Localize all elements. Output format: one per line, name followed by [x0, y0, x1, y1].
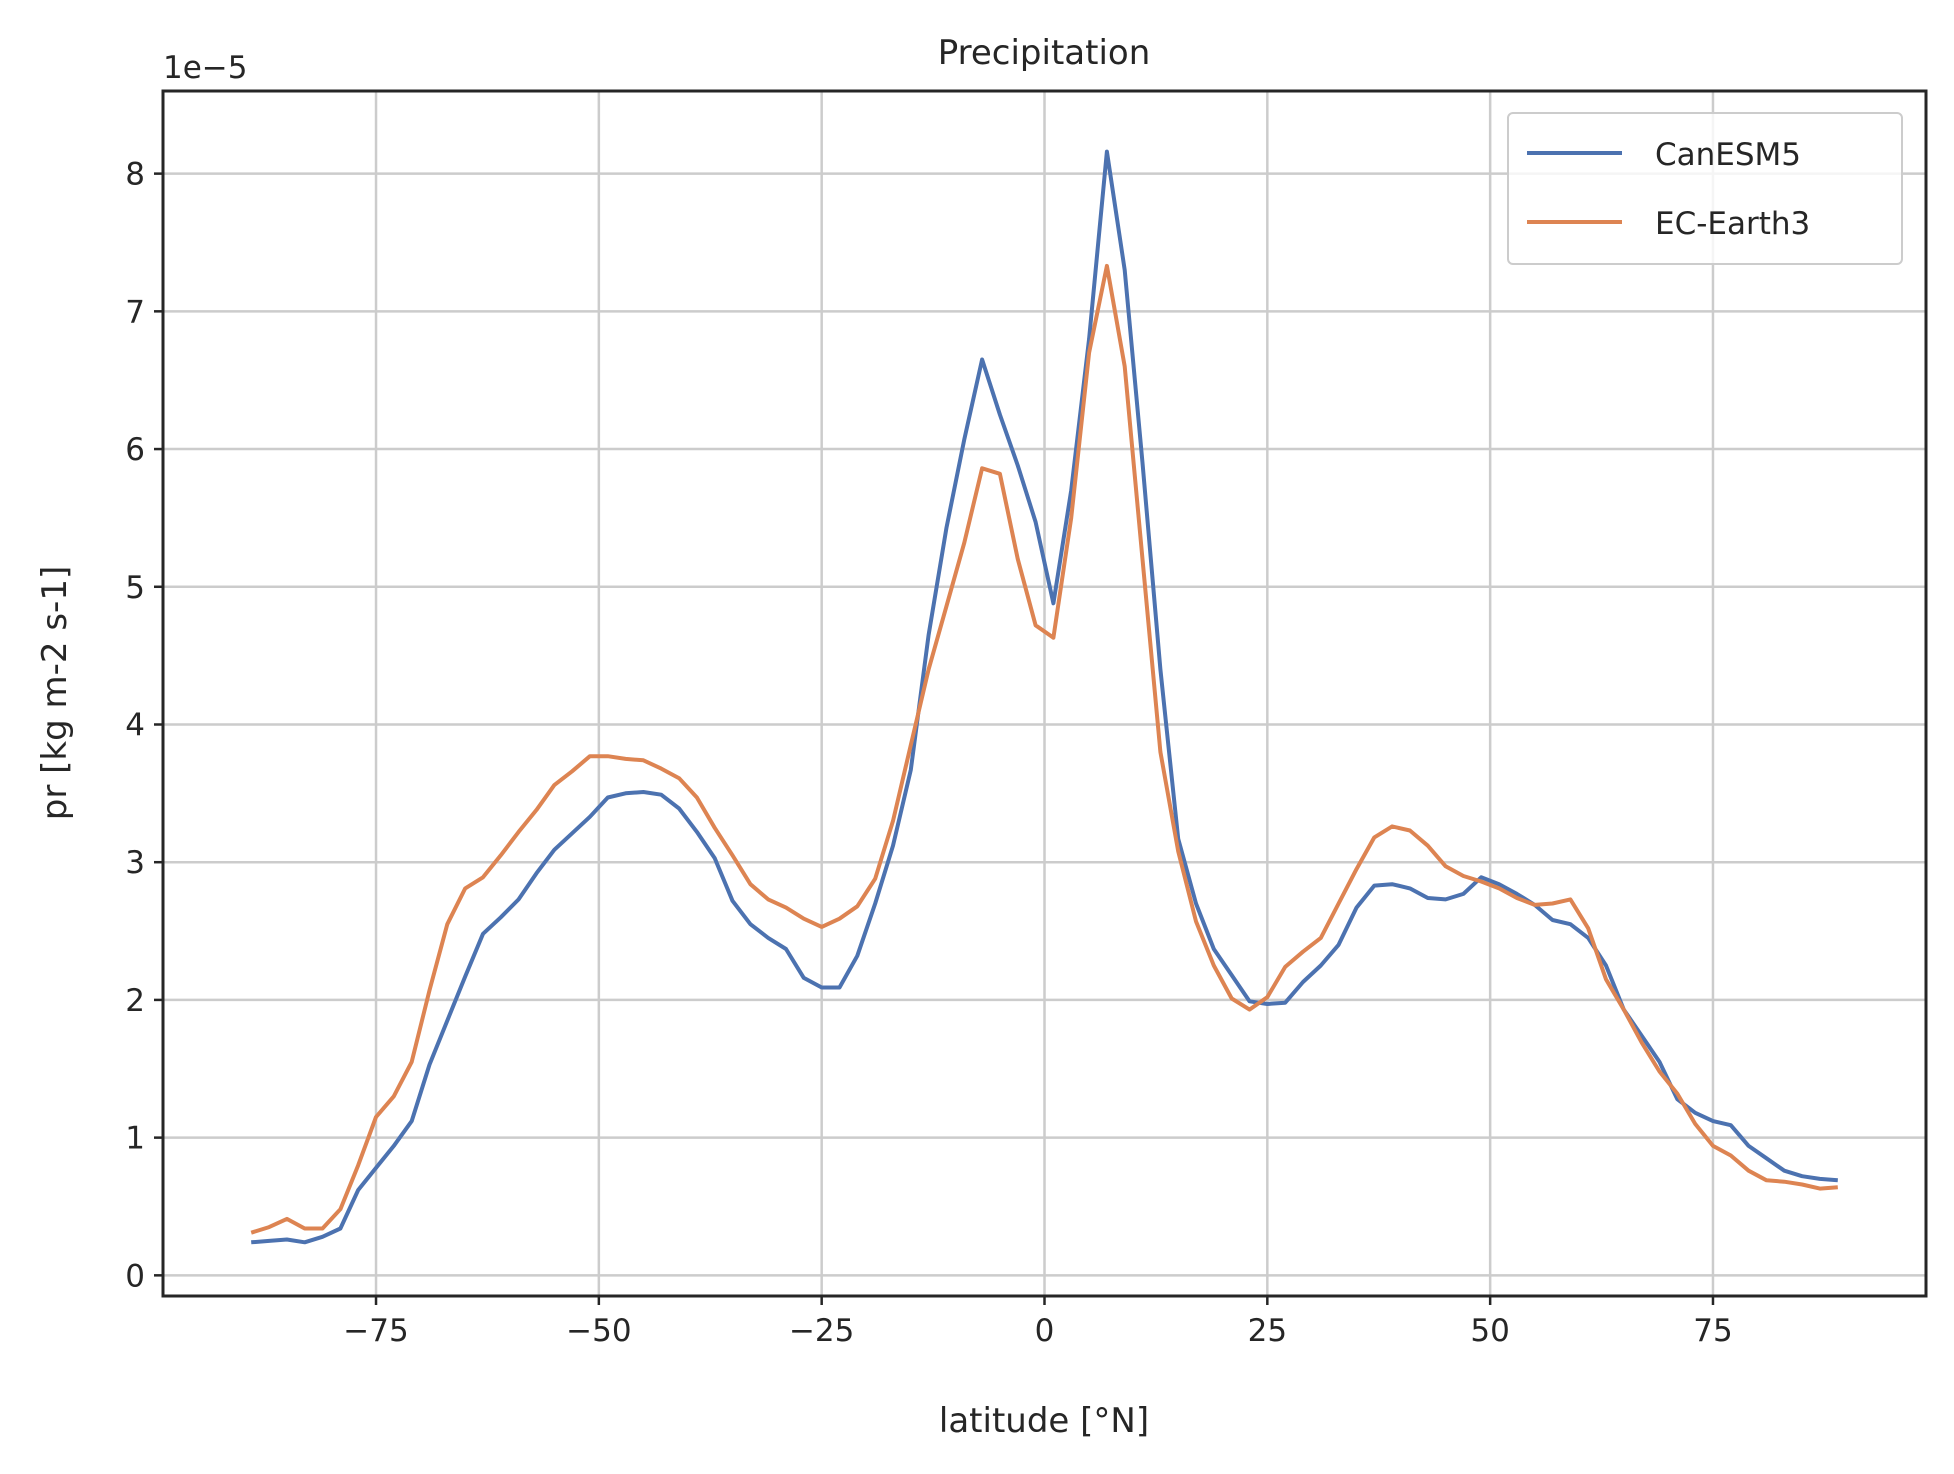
y-offset-label: 1e−5 [163, 50, 248, 86]
x-tick-label: −25 [789, 1313, 854, 1349]
series-line-ec-earth3 [250, 263, 1838, 1235]
x-axis-ticks: −75 −50 −25 0 25 50 75 [343, 1296, 1733, 1349]
x-tick-label: 50 [1470, 1313, 1509, 1349]
legend: CanESM5 EC-Earth3 [1507, 112, 1903, 265]
x-tick-label: 75 [1693, 1313, 1732, 1349]
y-tick-label: 7 [125, 294, 145, 330]
series-line-canesm5 [251, 149, 1838, 1245]
y-tick-label: 2 [125, 983, 145, 1019]
y-tick-label: 4 [125, 707, 145, 743]
y-tick-label: 3 [125, 845, 145, 881]
legend-box [1507, 112, 1903, 265]
y-axis-label: pr [kg m-2 s-1] [35, 566, 75, 820]
x-tick-label: −50 [566, 1313, 631, 1349]
y-tick-label: 6 [125, 432, 145, 468]
series-lines [250, 149, 1838, 1245]
chart-title: Precipitation [938, 33, 1151, 73]
y-tick-label: 8 [125, 157, 145, 193]
x-tick-label: 25 [1248, 1313, 1287, 1349]
grid [163, 91, 1926, 1296]
y-tick-label: 1 [125, 1121, 145, 1157]
legend-label-canesm5: CanESM5 [1655, 137, 1801, 173]
x-tick-label: 0 [1035, 1313, 1055, 1349]
y-tick-label: 0 [125, 1258, 145, 1294]
x-axis-label: latitude [°N] [939, 1401, 1149, 1441]
legend-label-ec-earth3: EC-Earth3 [1655, 206, 1810, 242]
x-tick-label: −75 [343, 1313, 408, 1349]
y-tick-label: 5 [125, 570, 145, 606]
y-axis-ticks: 0 1 2 3 4 5 6 7 8 [125, 157, 163, 1294]
